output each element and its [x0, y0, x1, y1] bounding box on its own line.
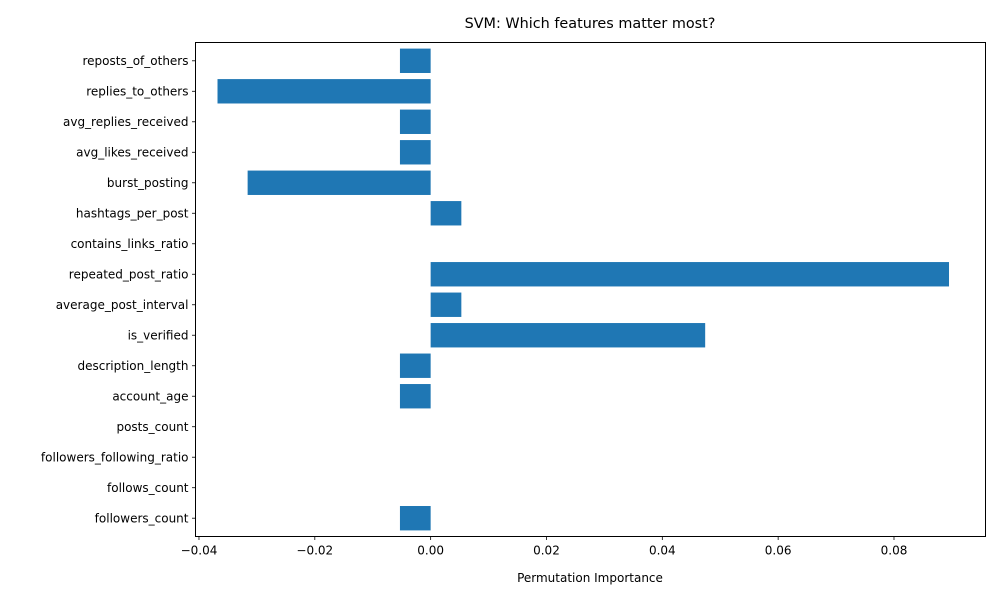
x-tick-label: 0.02 — [533, 544, 560, 558]
bar-avg_likes_received — [399, 140, 431, 165]
y-tick-label: is_verified — [128, 328, 189, 342]
y-tick-label: account_age — [112, 389, 188, 403]
y-tick-label: replies_to_others — [86, 84, 188, 98]
y-tick-label: follows_count — [107, 481, 189, 495]
y-tick-label: description_length — [78, 359, 189, 373]
bars-group — [217, 48, 950, 531]
bar-followers_count — [399, 506, 431, 531]
bar-repeated_post_ratio — [430, 262, 950, 287]
y-tick-label: hashtags_per_post — [76, 206, 189, 220]
y-tick-label: avg_replies_received — [63, 115, 189, 129]
x-tick-label: 0.00 — [417, 544, 444, 558]
bar-avg_replies_received — [399, 109, 431, 134]
x-tick-label: 0.08 — [881, 544, 908, 558]
x-axis: −0.04 −0.02 0.00 0.02 0.04 0.06 0.08 — [181, 536, 908, 558]
bar-reposts_of_others — [399, 48, 431, 73]
y-tick-label: followers_count — [95, 511, 189, 525]
y-tick-label: avg_likes_received — [76, 145, 188, 159]
y-tick-label: reposts_of_others — [82, 54, 188, 68]
bar-description_length — [399, 353, 431, 378]
y-tick-label: average_post_interval — [56, 298, 189, 312]
chart-title: SVM: Which features matter most? — [465, 16, 716, 32]
y-tick-label: posts_count — [116, 420, 188, 434]
y-axis: followers_count follows_count followers_fo… — [41, 54, 196, 525]
bar-average_post_interval — [430, 292, 462, 317]
y-tick-label: burst_posting — [107, 176, 189, 190]
x-axis-title: Permutation Importance — [517, 571, 663, 585]
x-tick-label: −0.02 — [296, 544, 333, 558]
y-tick-label: contains_links_ratio — [71, 237, 189, 251]
bar-account_age — [399, 384, 431, 409]
plot-frame — [195, 42, 986, 537]
bar-replies_to_others — [217, 79, 431, 104]
x-tick-label: −0.04 — [181, 544, 218, 558]
y-tick-label: followers_following_ratio — [41, 450, 189, 464]
bar-burst_posting — [247, 170, 431, 195]
x-tick-label: 0.04 — [649, 544, 676, 558]
y-tick-label: repeated_post_ratio — [69, 267, 189, 281]
x-tick-label: 0.06 — [765, 544, 792, 558]
bar-hashtags_per_post — [430, 201, 462, 226]
bar-is_verified — [430, 323, 706, 348]
